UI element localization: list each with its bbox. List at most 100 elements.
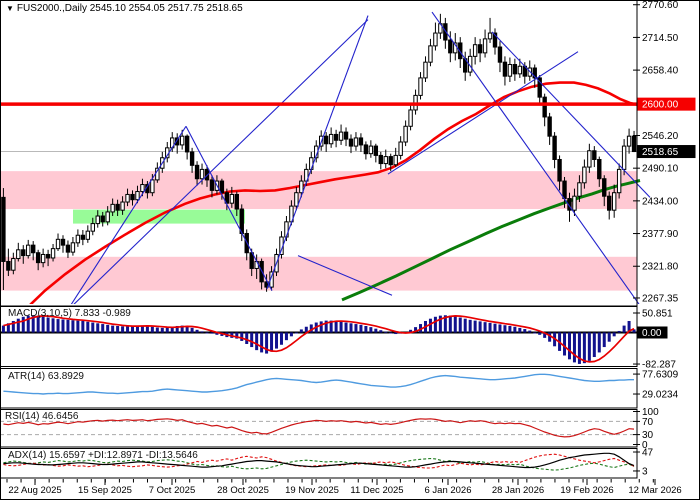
svg-text:2267.35: 2267.35 bbox=[642, 293, 679, 304]
candle bbox=[150, 179, 155, 194]
rsi-label: RSI(14) 46.6456 bbox=[5, 411, 79, 422]
svg-text:-82.287: -82.287 bbox=[642, 360, 676, 371]
candle bbox=[26, 244, 31, 257]
svg-text:50.851: 50.851 bbox=[642, 308, 673, 319]
candle bbox=[562, 180, 567, 200]
price-axis: 2770.60 2714.50 2658.40 2546.20 2490.10 2434.… bbox=[633, 0, 696, 477]
candle bbox=[6, 260, 11, 271]
candle bbox=[408, 109, 413, 127]
candle bbox=[587, 150, 592, 168]
candle bbox=[616, 168, 622, 194]
candle bbox=[368, 145, 374, 155]
candle bbox=[184, 135, 190, 153]
candle bbox=[60, 238, 66, 246]
candle bbox=[592, 150, 597, 160]
candle bbox=[110, 203, 115, 213]
candle bbox=[542, 96, 547, 118]
candle bbox=[45, 253, 51, 259]
plus-di-line bbox=[3, 457, 635, 471]
candle bbox=[393, 154, 398, 166]
date-label: 7 Oct 2025 bbox=[149, 485, 195, 496]
svg-text:2518.65: 2518.65 bbox=[642, 147, 679, 158]
candle bbox=[378, 154, 383, 165]
candle bbox=[35, 252, 41, 264]
candle bbox=[328, 133, 334, 145]
svg-text:70: 70 bbox=[642, 417, 654, 428]
candle bbox=[333, 133, 339, 141]
candle bbox=[626, 135, 632, 147]
candle bbox=[40, 253, 46, 264]
rsi-line bbox=[3, 418, 635, 438]
candle bbox=[209, 179, 215, 191]
candle bbox=[507, 64, 513, 77]
svg-text:0: 0 bbox=[642, 440, 648, 451]
candle bbox=[547, 116, 552, 137]
candle bbox=[16, 249, 21, 260]
candle bbox=[532, 67, 537, 79]
macd-signal-line bbox=[3, 315, 635, 363]
candle bbox=[174, 137, 180, 146]
svg-text:3: 3 bbox=[642, 466, 648, 477]
candle bbox=[403, 125, 408, 143]
svg-text:2658.40: 2658.40 bbox=[642, 66, 679, 77]
candle bbox=[95, 215, 100, 225]
pink-zone bbox=[0, 256, 637, 291]
candle bbox=[70, 242, 76, 253]
candle bbox=[597, 158, 602, 180]
main-panel bbox=[0, 11, 653, 304]
candle bbox=[472, 44, 478, 57]
candle bbox=[189, 151, 195, 166]
trendline bbox=[185, 126, 273, 291]
candle bbox=[497, 46, 503, 63]
candle bbox=[398, 141, 403, 156]
candle bbox=[120, 201, 125, 211]
svg-text:2714.50: 2714.50 bbox=[642, 33, 679, 44]
trendline bbox=[297, 255, 393, 296]
candle bbox=[512, 64, 518, 75]
candle bbox=[582, 166, 587, 184]
candle bbox=[85, 230, 91, 240]
svg-text:29.0234: 29.0234 bbox=[642, 390, 679, 401]
trendline bbox=[431, 11, 640, 304]
candle bbox=[229, 193, 235, 204]
candle bbox=[363, 144, 369, 155]
atr-panel bbox=[3, 373, 634, 395]
candles bbox=[1, 13, 637, 292]
candle bbox=[631, 135, 637, 153]
macd-zero-badge bbox=[637, 326, 668, 339]
svg-text:2600.00: 2600.00 bbox=[642, 100, 679, 111]
macd-label: MACD(3,10,5) 7.833 -0.989 bbox=[8, 308, 131, 319]
candle bbox=[458, 42, 463, 60]
candle bbox=[388, 156, 393, 166]
candle bbox=[75, 234, 81, 244]
atr-label: ATR(14) 63.8929 bbox=[8, 371, 84, 382]
trendline bbox=[491, 31, 651, 198]
svg-text:2546.20: 2546.20 bbox=[642, 131, 679, 142]
collapse-icon[interactable]: ▼ bbox=[6, 4, 14, 13]
pink-zone bbox=[0, 171, 637, 210]
candle bbox=[557, 158, 562, 182]
trendline bbox=[387, 51, 579, 175]
candle bbox=[607, 195, 612, 211]
svg-text:2321.80: 2321.80 bbox=[642, 262, 679, 273]
date-label: 22 Aug 2025 bbox=[8, 485, 61, 496]
candle bbox=[269, 271, 274, 288]
trendline bbox=[73, 19, 369, 304]
candle bbox=[517, 65, 523, 75]
candle bbox=[194, 164, 200, 180]
candle bbox=[294, 192, 299, 207]
date-label: 12 Mar 2026 bbox=[628, 485, 681, 496]
svg-text:2490.10: 2490.10 bbox=[642, 164, 679, 175]
candle bbox=[433, 32, 438, 47]
svg-text:100: 100 bbox=[642, 407, 659, 418]
macd-panel bbox=[0, 315, 637, 364]
candle bbox=[621, 145, 627, 170]
svg-text:77.6309: 77.6309 bbox=[642, 370, 679, 381]
svg-text:0.00: 0.00 bbox=[642, 328, 662, 339]
candle bbox=[448, 39, 453, 54]
candle bbox=[115, 203, 120, 211]
adx-line bbox=[3, 452, 635, 469]
candle bbox=[135, 191, 140, 201]
svg-text:30: 30 bbox=[642, 430, 654, 441]
